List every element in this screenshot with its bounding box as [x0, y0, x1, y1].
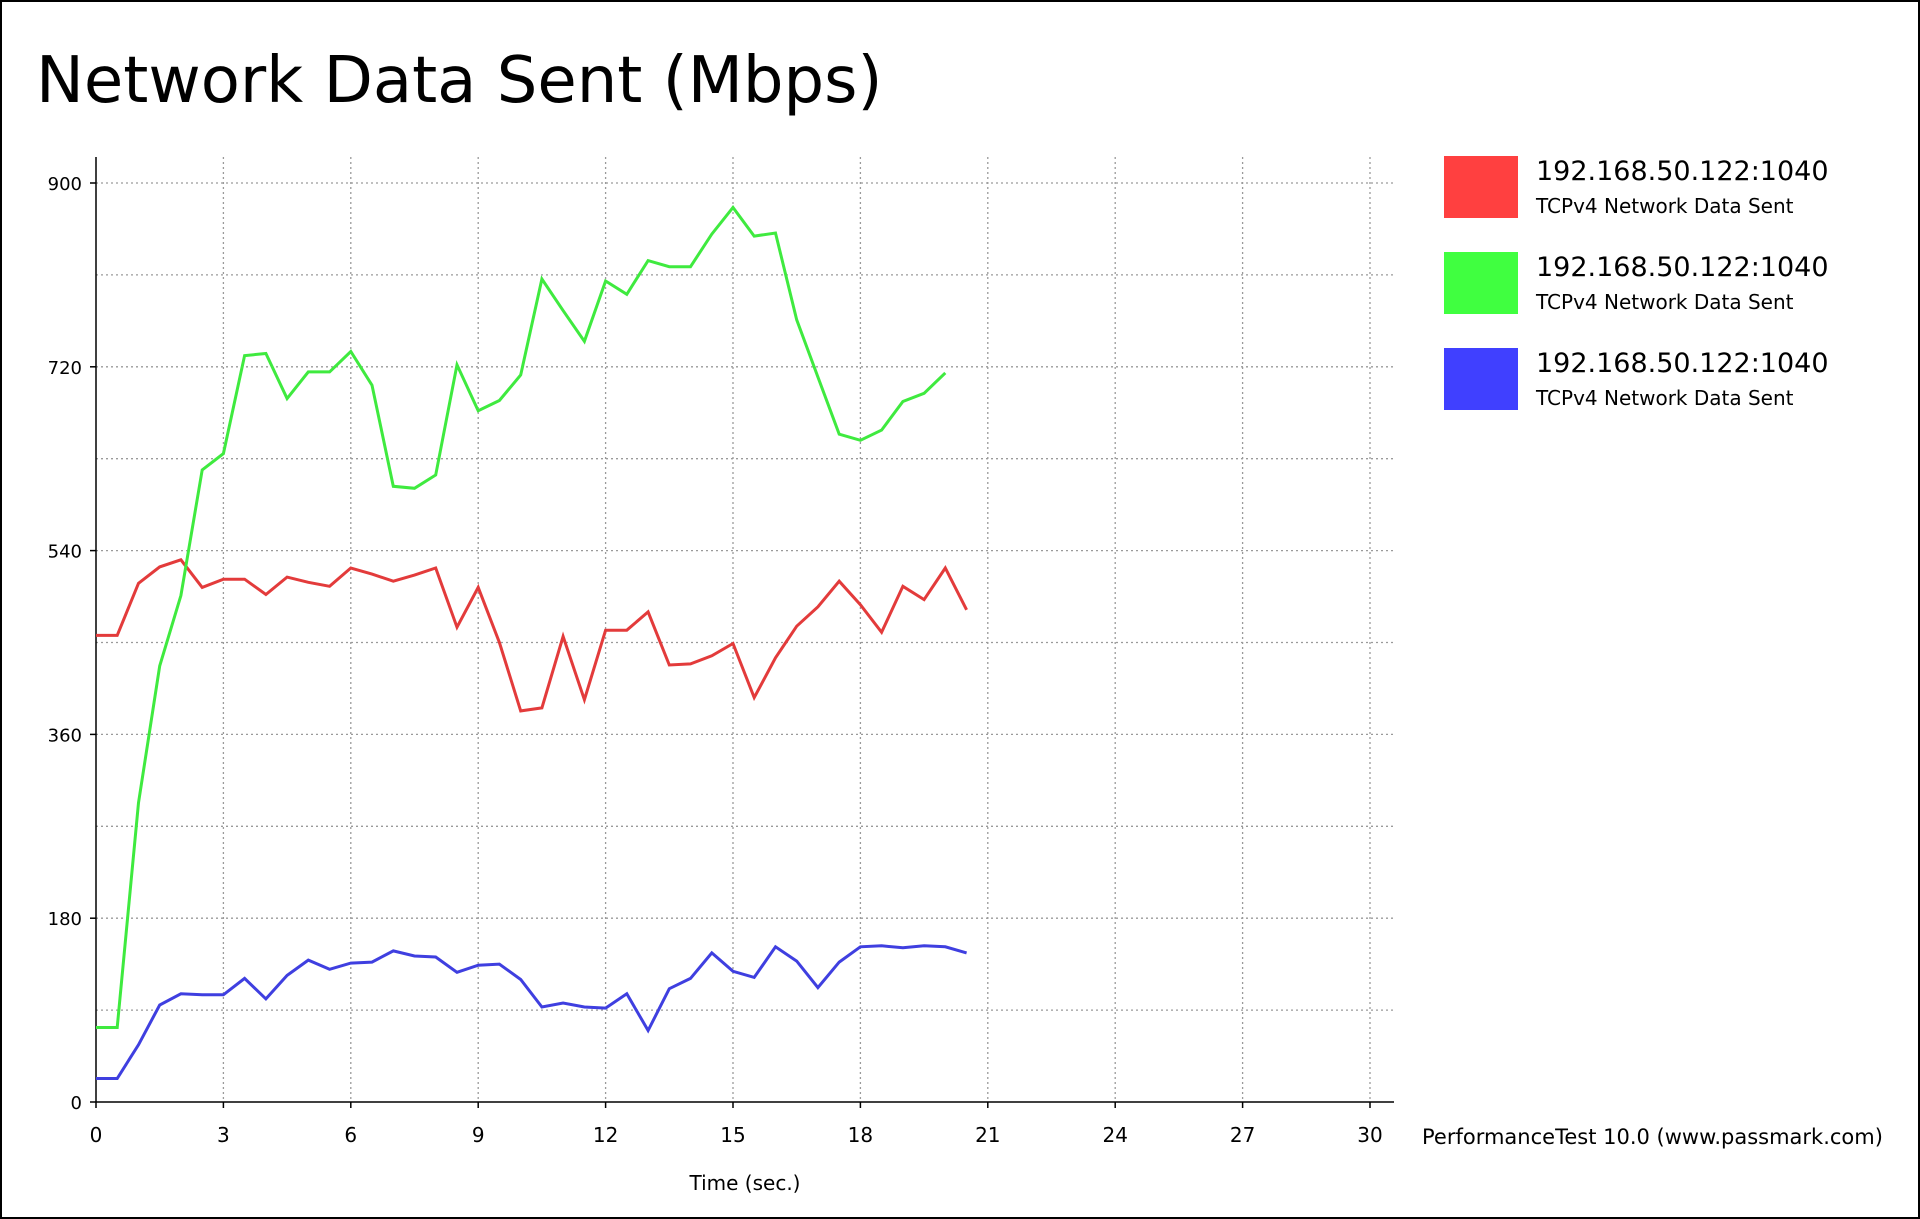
legend-swatch-2	[1444, 252, 1518, 314]
y-tick-label: 360	[48, 725, 82, 746]
series-line-2	[96, 205, 947, 1029]
x-tick-label: 27	[1230, 1123, 1255, 1147]
legend-series-description: TCPv4 Network Data Sent	[1536, 290, 1794, 314]
x-tick-label: 12	[593, 1123, 618, 1147]
x-tick-label: 15	[720, 1123, 745, 1147]
legend-swatch-1	[1444, 156, 1518, 218]
legend-swatch-3	[1444, 348, 1518, 410]
x-tick-label: 6	[344, 1123, 357, 1147]
series-lines	[96, 205, 968, 1080]
legend-series-name: 192.168.50.122:1040	[1536, 348, 1829, 379]
legend-series-description: TCPv4 Network Data Sent	[1536, 386, 1794, 410]
x-axis-label: Time (sec.)	[689, 1171, 801, 1195]
x-tick-label: 21	[975, 1123, 1000, 1147]
chart-title: Network Data Sent (Mbps)	[36, 44, 883, 118]
x-tick-label: 3	[217, 1123, 230, 1147]
y-tick-label: 180	[48, 909, 82, 930]
tick-labels: 0 180 360 540 720 900 0 3 6 9 12 15 18 21 24 27 30	[48, 174, 1383, 1147]
y-tick-label: 720	[48, 358, 82, 379]
x-tick-label: 30	[1357, 1123, 1382, 1147]
y-tick-label: 540	[48, 542, 82, 563]
series-line-1	[96, 558, 968, 713]
x-tick-label: 24	[1102, 1123, 1127, 1147]
x-tick-label: 9	[472, 1123, 485, 1147]
legend-series-name: 192.168.50.122:1040	[1536, 252, 1829, 283]
axes	[90, 157, 1394, 1108]
grid	[96, 157, 1394, 1102]
x-tick-label: 0	[90, 1123, 103, 1147]
series-line-3	[96, 944, 968, 1080]
y-tick-label: 0	[71, 1093, 82, 1114]
watermark: PerformanceTest 10.0 (www.passmark.com)	[1422, 1125, 1883, 1149]
legend-series-description: TCPv4 Network Data Sent	[1536, 194, 1794, 218]
x-tick-label: 18	[848, 1123, 873, 1147]
y-tick-label: 900	[48, 174, 82, 195]
legend-series-name: 192.168.50.122:1040	[1536, 156, 1829, 187]
